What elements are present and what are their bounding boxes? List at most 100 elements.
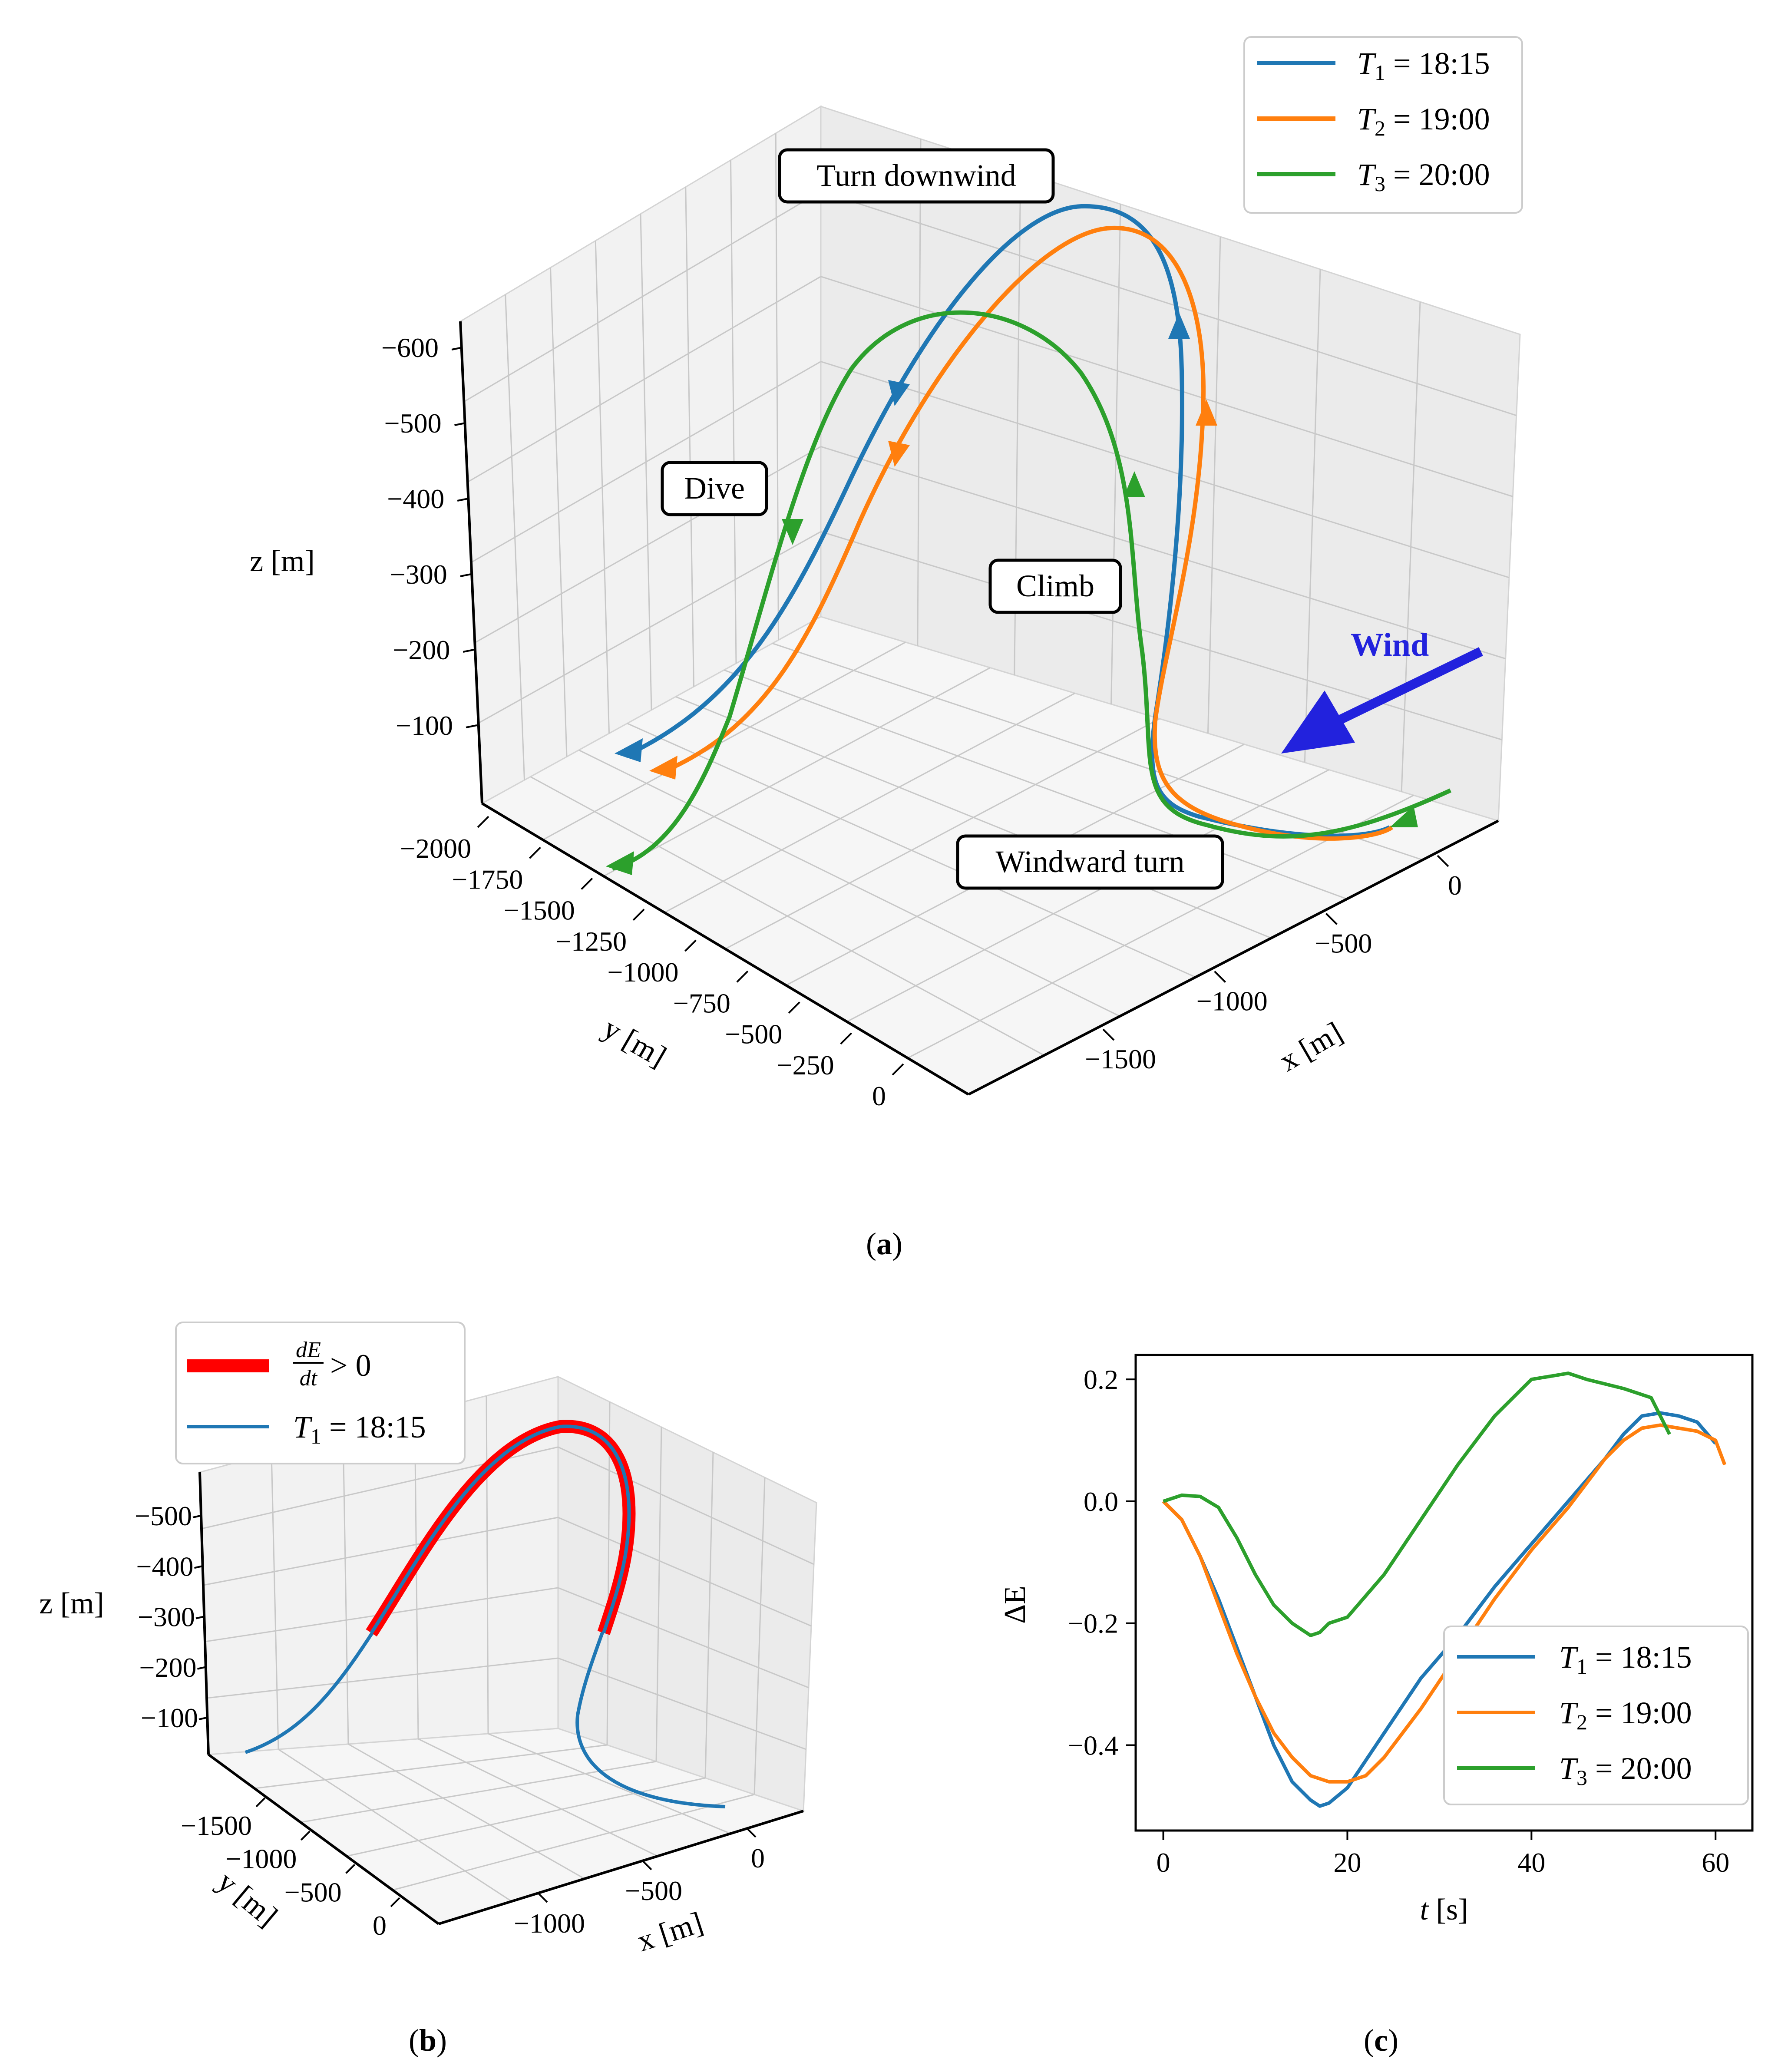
panel-b-z-tick-label: −100 <box>141 1702 198 1733</box>
panel-c-xtick-label: 0 <box>1157 1847 1170 1878</box>
panel-a-z-tick-label: −100 <box>396 710 453 741</box>
panel-a-x-tick-mark <box>1325 912 1338 925</box>
panel-a-y-tick-mark <box>684 939 697 952</box>
arrow-T3-end <box>1390 806 1418 827</box>
panel-c-xtick-label: 20 <box>1333 1847 1361 1878</box>
panel-a-z-tick-label: −200 <box>393 634 450 665</box>
panel-b-x-tick-label: 0 <box>751 1843 765 1874</box>
grid-line <box>753 1477 766 1795</box>
caption-a: (a) <box>866 1226 902 1261</box>
arrow-T2-dive <box>888 441 910 467</box>
caption-b: (b) <box>409 2023 447 2058</box>
panel-a-z-tick-mark <box>466 724 477 728</box>
panel-b-blue-core <box>370 1424 631 1634</box>
legend-b-frac-num: dE <box>296 1338 321 1362</box>
panel-c-line-T3 <box>1163 1371 1671 1637</box>
panel-b-y-tick-mark <box>255 1797 266 1808</box>
grid-line <box>1401 301 1421 792</box>
panel-a-z-tick-mark <box>451 347 463 350</box>
grid-line <box>346 1777 706 1857</box>
panel-a-y-tick-mark <box>529 846 541 859</box>
annotation-climb: Climb <box>988 558 1122 614</box>
panel-a-line-T1 <box>624 204 1391 838</box>
panel-c-ylabel: ΔE <box>998 1586 1032 1624</box>
legend-a-label-T1: T1 = 18:15 <box>1357 46 1490 85</box>
grid-line <box>685 187 694 687</box>
panel-b-z-tick-mark <box>194 1565 202 1569</box>
legend-b-frac-den: dt <box>300 1366 318 1391</box>
panel-a-z-axis <box>459 321 483 804</box>
arrow-T3-start <box>606 851 634 875</box>
wind-arrow: Wind <box>1281 627 1483 753</box>
panel-a-y-axis <box>481 802 969 1096</box>
panel-c-ticks: 0 20 40 60 0.2 0.0 −0.2 −0.4 <box>1068 1364 1729 1878</box>
panel-a-y-tick-mark <box>477 816 489 828</box>
panel-c-xtick-label: 40 <box>1517 1847 1545 1878</box>
grid-line <box>418 1738 658 1857</box>
grid-line <box>627 723 1196 978</box>
grid-line <box>603 667 991 877</box>
grid-line <box>558 1446 814 1565</box>
panel-a-y-tick-label: −1000 <box>607 957 678 988</box>
panel-a-z-tick-mark <box>454 422 466 426</box>
panel-b-y-tick-label: −500 <box>284 1877 342 1907</box>
panel-a-y-tick-mark <box>736 970 749 983</box>
grid-line <box>558 1587 809 1689</box>
arrow-T3-dive <box>782 519 803 545</box>
panel-b-y-tick-mark <box>300 1831 311 1841</box>
panel-a-y-tick-mark <box>788 1001 800 1014</box>
panel-a-y-tick-label: −750 <box>673 988 730 1018</box>
panel-b-ylabel: y [m] <box>211 1865 284 1933</box>
panel-a-y-tick-label: −1750 <box>452 864 523 895</box>
panel-a-y-tick-label: −1500 <box>504 895 575 926</box>
arrow-T1-climb <box>1168 313 1190 339</box>
panel-b-z-tick-mark <box>198 1717 207 1720</box>
grid-line <box>203 1517 558 1586</box>
grid-line <box>558 1517 812 1627</box>
grid-line <box>820 531 1502 740</box>
panel-c-line-T2 <box>1162 1423 1727 1784</box>
panel-a-y-tick-mark <box>632 909 645 921</box>
grid-line <box>300 1761 657 1823</box>
grid-line <box>664 692 1075 913</box>
grid-line <box>595 241 610 734</box>
panel-c: 0 20 40 60 0.2 0.0 −0.2 −0.4 t [s] ΔE T1 = 18:1… <box>998 1354 1754 2058</box>
panel-c-ytick-label: −0.4 <box>1068 1730 1118 1761</box>
panel-a-y-tick-mark <box>581 878 593 890</box>
grid-line <box>348 1743 585 1880</box>
panel-a-x-tick-mark <box>1437 855 1449 867</box>
panel-c-line-T1 <box>1162 1411 1717 1808</box>
panel-a-legend: T1 = 18:15 T2 = 19:00 T3 = 20:00 <box>1243 36 1523 214</box>
svg-text:Windward turn: Windward turn <box>996 844 1185 879</box>
grid-line <box>820 446 1506 660</box>
svg-text:Dive: Dive <box>684 471 745 506</box>
grid-line <box>342 1434 349 1745</box>
panel-c-series <box>1162 1371 1727 1808</box>
arrow-T3-climb <box>1124 471 1145 497</box>
panel-a-zlabel: z [m] <box>250 545 315 578</box>
panel-b-x-tick-label: −1000 <box>514 1908 585 1939</box>
annotation-windward-turn: Windward turn <box>956 834 1224 890</box>
arrow-T2-start <box>649 756 677 780</box>
svg-text:Climb: Climb <box>1016 568 1094 603</box>
panel-b-z-tick-label: −300 <box>138 1602 195 1632</box>
grid-line <box>414 1414 419 1739</box>
grid-line <box>271 1453 279 1750</box>
panel-b-z-tick-mark <box>197 1666 205 1670</box>
panel-b-y-tick-label: −1000 <box>225 1844 297 1874</box>
grid-line <box>530 776 1045 1056</box>
panel-a-x-tick-label: −1000 <box>1196 986 1268 1017</box>
panel-a-xlabel: x [m] <box>1274 1016 1348 1078</box>
grid-line <box>278 1748 512 1902</box>
grid-line <box>725 718 1160 950</box>
grid-line <box>606 1401 611 1745</box>
panel-b-x-tick-mark <box>642 1860 652 1870</box>
panel-a-x-tick-mark <box>1214 971 1226 983</box>
panel-b-legend: dE dt > 0 T1 = 18:15 <box>175 1322 466 1464</box>
legend-a-label-T3: T3 = 20:00 <box>1357 157 1490 196</box>
panel-a-y-tick-label: −500 <box>725 1019 782 1050</box>
arrow-T2-climb <box>1196 400 1217 426</box>
panel-a-z-tick-label: −600 <box>381 332 439 363</box>
grid-line <box>655 1427 662 1762</box>
